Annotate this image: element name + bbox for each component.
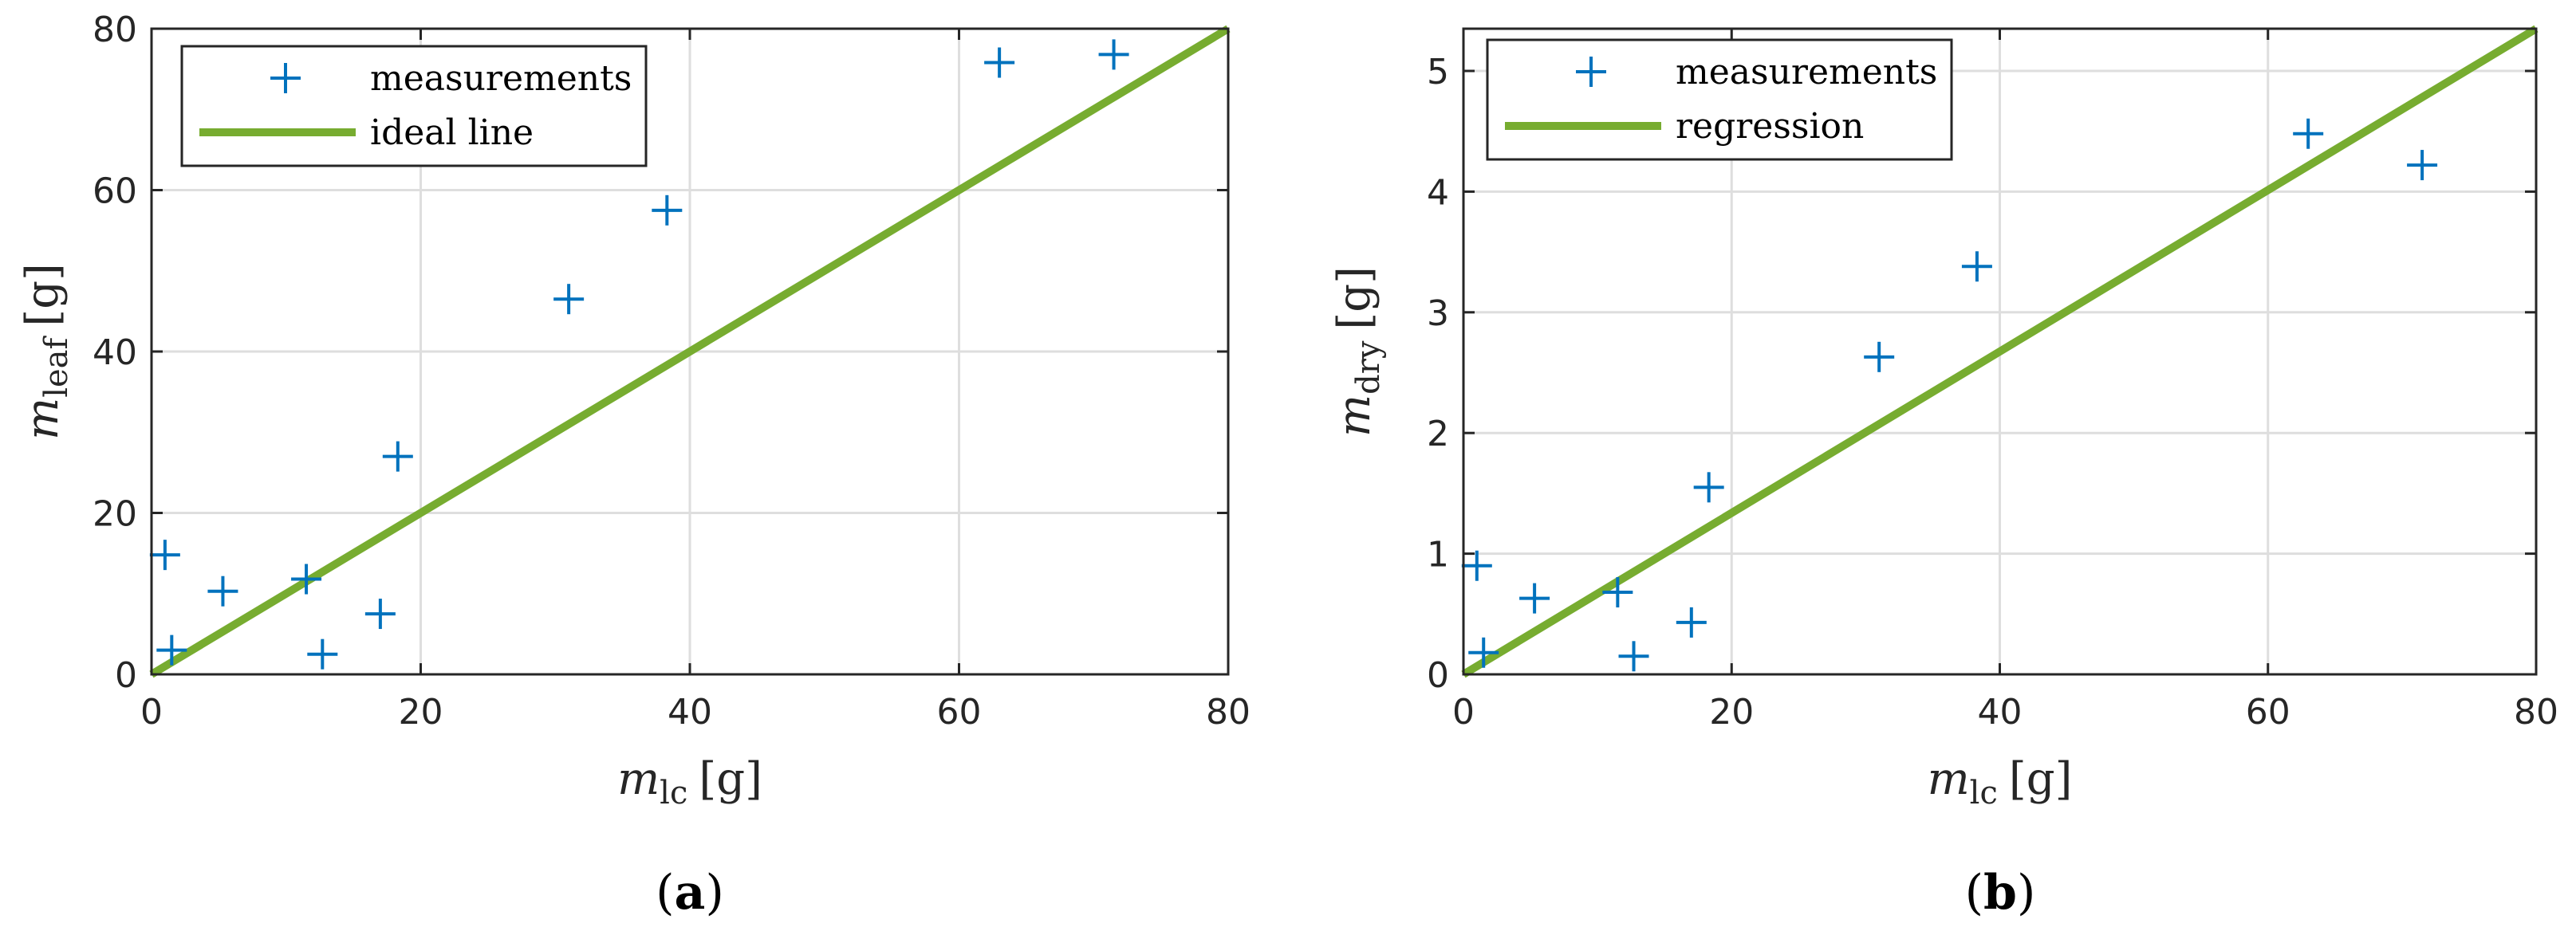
x-axis-label: mlc [g]: [1928, 753, 2073, 811]
data-point: [156, 634, 187, 666]
caption-close: ): [705, 865, 723, 921]
y-axis-label-sub: dry: [1350, 340, 1387, 395]
x-axis-label-unit: [g]: [699, 753, 762, 805]
y-axis-label: mdry [g]: [1329, 266, 1387, 437]
y-tick-label: 5: [1427, 52, 1449, 92]
data-point: [1961, 251, 1992, 282]
legend-box: [1486, 38, 1953, 161]
y-tick-label: 20: [93, 494, 137, 535]
data-point: [364, 599, 396, 630]
panel-caption: (b): [1965, 865, 2036, 921]
data-point: [652, 194, 683, 226]
x-axis-label-main: m: [617, 753, 660, 805]
y-axis-label-sub: leaf: [38, 335, 75, 397]
x-tick-label: 20: [1709, 692, 1754, 733]
y-tick-label: 1: [1427, 535, 1449, 576]
data-point: [1618, 641, 1649, 672]
legend: measurements ideal line: [180, 45, 648, 167]
y-tick-label: 60: [93, 171, 137, 212]
x-axis-label-unit: [g]: [2009, 753, 2073, 805]
legend-label: measurements: [1676, 52, 1937, 92]
data-point: [149, 540, 180, 571]
x-axis-label-main: m: [1928, 753, 1970, 805]
y-axis-label: mleaf [g]: [17, 263, 75, 440]
x-tick-label: 0: [140, 692, 163, 733]
data-point: [1098, 39, 1129, 70]
panel-caption: (a): [656, 865, 724, 921]
x-axis-label: mlc [g]: [617, 753, 762, 811]
y-tick-label: 40: [93, 332, 137, 373]
caption-open: (: [1965, 865, 1983, 921]
data-point: [1468, 637, 1499, 668]
y-axis-label-unit: [g]: [1329, 266, 1381, 330]
caption-letter: b: [1983, 865, 2017, 921]
data-point: [984, 47, 1015, 78]
data-point: [2407, 150, 2438, 181]
legend-label: ideal line: [370, 112, 534, 153]
y-tick-label: 4: [1427, 172, 1449, 213]
data-point: [1519, 583, 1550, 614]
data-point: [1864, 341, 1895, 372]
data-point: [382, 441, 413, 472]
y-tick-label: 2: [1427, 414, 1449, 454]
data-point: [553, 284, 585, 315]
x-axis-label-sub: lc: [1970, 775, 1998, 811]
data-point: [307, 638, 338, 670]
legend-box: [180, 45, 648, 167]
y-tick-label: 3: [1427, 293, 1449, 334]
y-axis-label-main: m: [1329, 395, 1381, 437]
data-point: [207, 576, 238, 607]
data-point: [1602, 577, 1633, 608]
legend: measurements regression: [1486, 38, 1953, 161]
data-point: [1676, 607, 1707, 638]
data-point: [1693, 472, 1724, 503]
x-tick-label: 40: [668, 692, 712, 733]
y-tick-label: 0: [115, 655, 137, 696]
x-axis-label-sub: lc: [660, 775, 687, 811]
caption-open: (: [656, 865, 674, 921]
x-tick-label: 20: [399, 692, 443, 733]
series-line-regression: [1461, 25, 2539, 678]
data-point: [291, 564, 322, 595]
x-tick-label: 60: [2246, 692, 2290, 733]
legend-label: regression: [1676, 106, 1864, 147]
x-tick-label: 40: [1978, 692, 2023, 733]
x-tick-label: 60: [937, 692, 982, 733]
caption-close: ): [2017, 865, 2035, 921]
y-axis-label-unit: [g]: [17, 263, 69, 327]
data-point: [2293, 118, 2324, 149]
caption-letter: a: [675, 865, 706, 921]
y-axis-label-main: m: [17, 398, 69, 440]
legend-label: measurements: [370, 58, 632, 99]
x-tick-label: 80: [1206, 692, 1251, 733]
x-tick-label: 80: [2514, 692, 2558, 733]
y-tick-label: 80: [93, 10, 137, 50]
data-point: [1461, 550, 1492, 581]
x-tick-label: 0: [1452, 692, 1475, 733]
y-tick-label: 0: [1427, 655, 1449, 696]
series-line-ideal-line: [149, 25, 1231, 678]
